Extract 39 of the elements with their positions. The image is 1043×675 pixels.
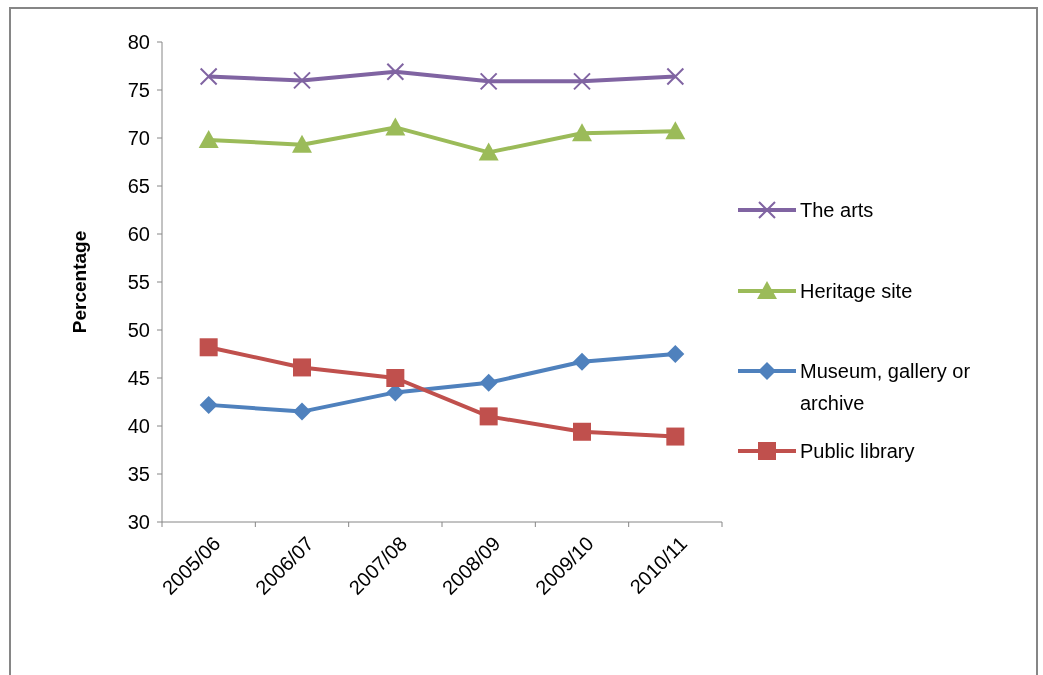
legend-label: Public library — [800, 440, 915, 462]
legend-label: Heritage site — [800, 280, 913, 302]
y-tick-label: 65 — [127, 175, 150, 197]
y-tick-label: 75 — [127, 79, 150, 101]
point — [386, 369, 405, 387]
y-tick-label: 55 — [127, 271, 150, 293]
point — [386, 62, 405, 81]
point — [199, 395, 218, 414]
point — [479, 407, 498, 426]
y-tick-label: 45 — [127, 367, 150, 389]
point — [385, 117, 406, 136]
point — [479, 373, 498, 392]
point — [199, 67, 218, 86]
y-axis-title: Percentage — [69, 230, 90, 334]
point — [572, 123, 592, 142]
point — [293, 358, 311, 377]
point — [292, 134, 312, 153]
y-tick-label: 80 — [127, 31, 150, 53]
point — [666, 67, 685, 86]
point — [573, 422, 591, 441]
legend-label: Museum, gallery or archive — [800, 360, 971, 414]
y-tick-label: 50 — [127, 319, 150, 341]
point — [573, 352, 591, 371]
y-tick-label: 30 — [127, 511, 150, 533]
point — [665, 121, 686, 140]
point — [293, 71, 311, 90]
y-tick-label: 60 — [127, 223, 150, 245]
point — [573, 72, 591, 91]
point — [198, 129, 219, 148]
y-tick-label: 35 — [127, 463, 150, 485]
point — [199, 338, 218, 357]
y-tick-label: 40 — [127, 415, 150, 437]
legend-label: The arts — [800, 199, 874, 221]
point — [666, 345, 685, 363]
point — [479, 72, 498, 91]
point — [478, 142, 499, 161]
y-tick-label: 70 — [127, 127, 150, 149]
point — [666, 427, 685, 446]
point — [293, 402, 311, 421]
